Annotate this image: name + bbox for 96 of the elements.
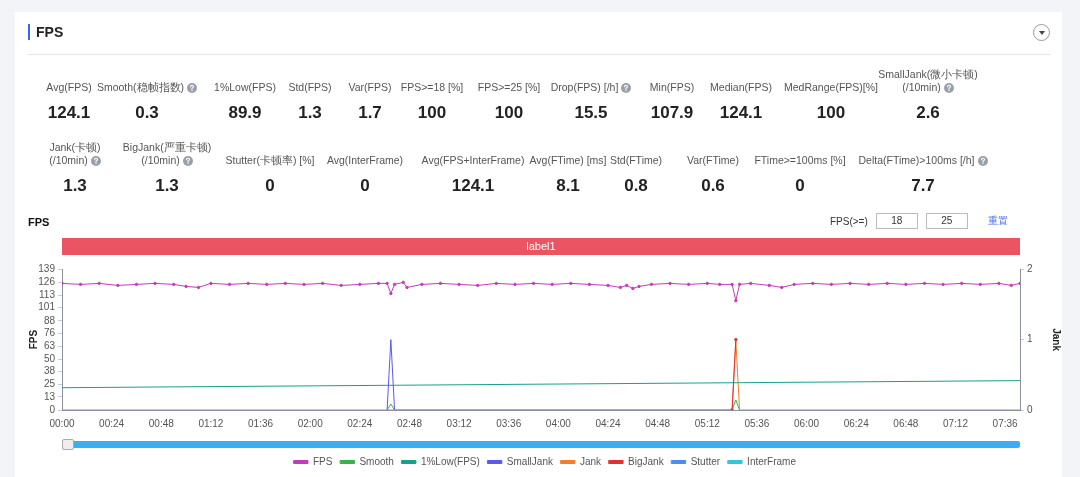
y2-tick-label: 0 <box>1027 403 1033 415</box>
category-label: Jank(卡顿) (/10min) <box>49 141 101 166</box>
category-label: Delta(FTime)>100ms [/h] <box>858 154 975 166</box>
x-tick-label: 04:24 <box>595 417 621 429</box>
x-tick-label: 00:00 <box>49 417 75 429</box>
data-label: 100 <box>493 103 525 123</box>
category-label: FPS>=25 [%] <box>477 81 541 93</box>
y-tick-label: 0 <box>49 403 56 415</box>
legend-label: Smooth <box>359 455 394 467</box>
x-tick-label: 02:48 <box>396 417 423 429</box>
category-label: Median(FPS) <box>710 81 772 93</box>
text: 18 <box>875 213 918 229</box>
legend-label: BigJank <box>628 455 665 467</box>
y-tick-label: 38 <box>43 365 56 377</box>
y2-tick-label: 1 <box>1027 333 1033 345</box>
x-tick-label: 04:48 <box>645 417 671 429</box>
data-label: 124.1 <box>450 176 496 196</box>
text: 重置 <box>987 214 1008 228</box>
category-label: Smooth(稳帧指数) <box>96 81 185 93</box>
y-tick-label: 13 <box>43 390 56 402</box>
data-label: 107.9 <box>650 103 694 122</box>
text: FPS(>=) <box>830 215 868 227</box>
y-tick-label: 63 <box>43 339 56 351</box>
data-label: 2.6 <box>915 103 941 123</box>
data-label: 8.1 <box>555 176 581 196</box>
y-tick-label: 101 <box>38 301 56 313</box>
y-tick-label: 50 <box>43 353 56 365</box>
category-label: MedRange(FPS)[%] <box>784 81 878 93</box>
data-label: 0 <box>264 176 276 196</box>
data-label: 7.7 <box>910 176 936 196</box>
category-label: Avg(InterFrame) <box>326 154 404 166</box>
data-label: 1.7 <box>358 103 382 122</box>
category-label: BigJank(严重卡顿) (/10min) <box>122 141 212 166</box>
data-label: 0.8 <box>623 176 649 196</box>
legend-label: 1%Low(FPS) <box>420 455 480 467</box>
y2-axis-title: Jank <box>1051 328 1063 352</box>
data-label: 124.1 <box>719 103 763 122</box>
category-label: Drop(FPS) [/h] <box>550 81 619 93</box>
category-label: FPS>=18 [%] <box>400 81 464 93</box>
category-label: Min(FPS) <box>649 81 695 93</box>
legend-label: Stutter <box>690 455 721 467</box>
x-tick-label: 02:00 <box>297 417 324 429</box>
data-label: 124.1 <box>46 103 92 123</box>
chart-title: FPS <box>28 215 50 228</box>
x-tick-label: 06:48 <box>893 417 919 429</box>
x-tick-label: 01:36 <box>248 417 274 429</box>
data-label: 0 <box>794 176 806 196</box>
legend-label: InterFrame <box>747 455 797 467</box>
data-label: 89.9 <box>227 103 263 123</box>
x-tick-label: 00:48 <box>148 417 175 429</box>
category-label: Std(FPS) <box>288 81 332 93</box>
data-label: 1.3 <box>297 103 323 123</box>
y-tick-label: 25 <box>43 378 56 390</box>
x-tick-label: 03:12 <box>446 417 473 429</box>
legend-label: FPS <box>313 455 333 467</box>
y-axis-title: FPS <box>27 329 39 350</box>
y-tick-label: 113 <box>39 289 56 301</box>
y-tick-label: 139 <box>38 262 56 274</box>
category-label: Var(FPS) <box>348 81 392 93</box>
x-tick-label: 01:12 <box>198 417 224 429</box>
category-label: 1%Low(FPS) <box>214 81 276 93</box>
category-label: SmallJank(微小卡顿) (/10min) <box>878 68 978 93</box>
data-label: 0 <box>359 176 371 196</box>
data-label: 1.3 <box>62 176 88 196</box>
text: label1 <box>62 238 1020 255</box>
x-tick-label: 05:36 <box>744 417 770 429</box>
category-label: Stutter(卡顿率) [%] <box>225 154 315 166</box>
y2-tick-label: 2 <box>1027 262 1033 274</box>
data-label: 100 <box>416 103 448 123</box>
x-tick-label: 04:00 <box>545 417 572 429</box>
y-tick-label: 126 <box>38 276 56 288</box>
x-tick-label: 00:24 <box>99 417 125 429</box>
category-label: Std(FTime) <box>609 154 663 166</box>
legend-label: SmallJank <box>506 455 554 467</box>
y-tick-label: 76 <box>43 326 56 338</box>
legend-label: Jank <box>579 455 603 467</box>
x-tick-label: 02:24 <box>347 417 373 429</box>
category-label: Avg(FPS) <box>46 81 92 93</box>
category-label: Avg(FPS+InterFrame) <box>421 154 525 166</box>
data-label: 1.3 <box>154 176 180 196</box>
text: FPS <box>28 24 64 40</box>
category-label: FTime>=100ms [%] <box>754 154 846 166</box>
x-tick-label: 05:12 <box>694 417 721 429</box>
x-tick-label: 03:36 <box>496 417 522 429</box>
data-label: 0.3 <box>134 103 160 123</box>
text: 25 <box>925 213 968 229</box>
category-label: Avg(FTime) [ms] <box>529 154 607 166</box>
y-tick-label: 88 <box>43 314 56 326</box>
data-label: 15.5 <box>573 103 609 123</box>
data-label: 0.6 <box>700 176 726 196</box>
x-tick-label: 06:00 <box>794 417 820 429</box>
category-label: Var(FTime) <box>687 154 739 166</box>
x-tick-label: 06:24 <box>843 417 870 429</box>
data-label: 100 <box>815 103 847 123</box>
x-tick-label: 07:12 <box>942 417 969 429</box>
x-tick-label: 07:36 <box>992 417 1019 429</box>
